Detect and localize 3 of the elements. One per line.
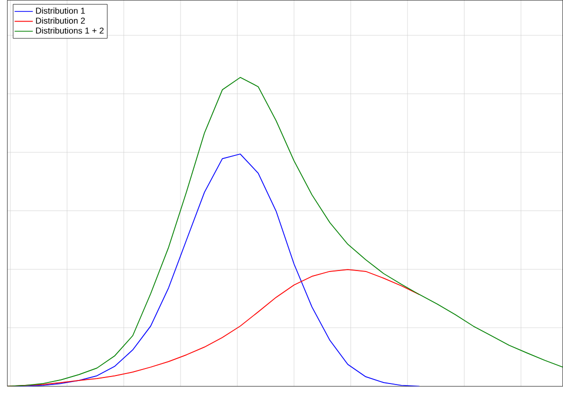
legend-label: Distribution 2 (36, 18, 85, 24)
legend-label: Distribution 1 (36, 8, 85, 14)
legend-label: Distributions 1 + 2 (36, 28, 104, 34)
